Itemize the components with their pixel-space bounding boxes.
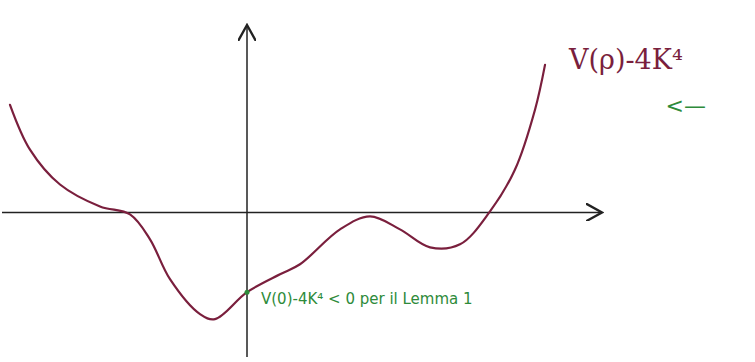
labels: V(ρ)-4K⁴ <— V(0)-4K⁴ < 0 per il Lemma 1 (245, 44, 706, 309)
annotation: <— (666, 93, 706, 118)
series-label: V(ρ)-4K⁴ (568, 44, 683, 75)
chart: V(ρ)-4K⁴ <— V(0)-4K⁴ < 0 per il Lemma 1 (0, 0, 755, 362)
annotation: V(0)-4K⁴ < 0 per il Lemma 1 (261, 290, 473, 308)
plot-area (10, 65, 545, 319)
annotation-dot (245, 290, 250, 295)
y-axis (247, 25, 248, 357)
annotation-ground (259, 289, 475, 309)
curve (10, 65, 545, 319)
x-axis (2, 212, 602, 213)
x-axis-line (2, 212, 602, 214)
y-axis-line (246, 25, 248, 357)
